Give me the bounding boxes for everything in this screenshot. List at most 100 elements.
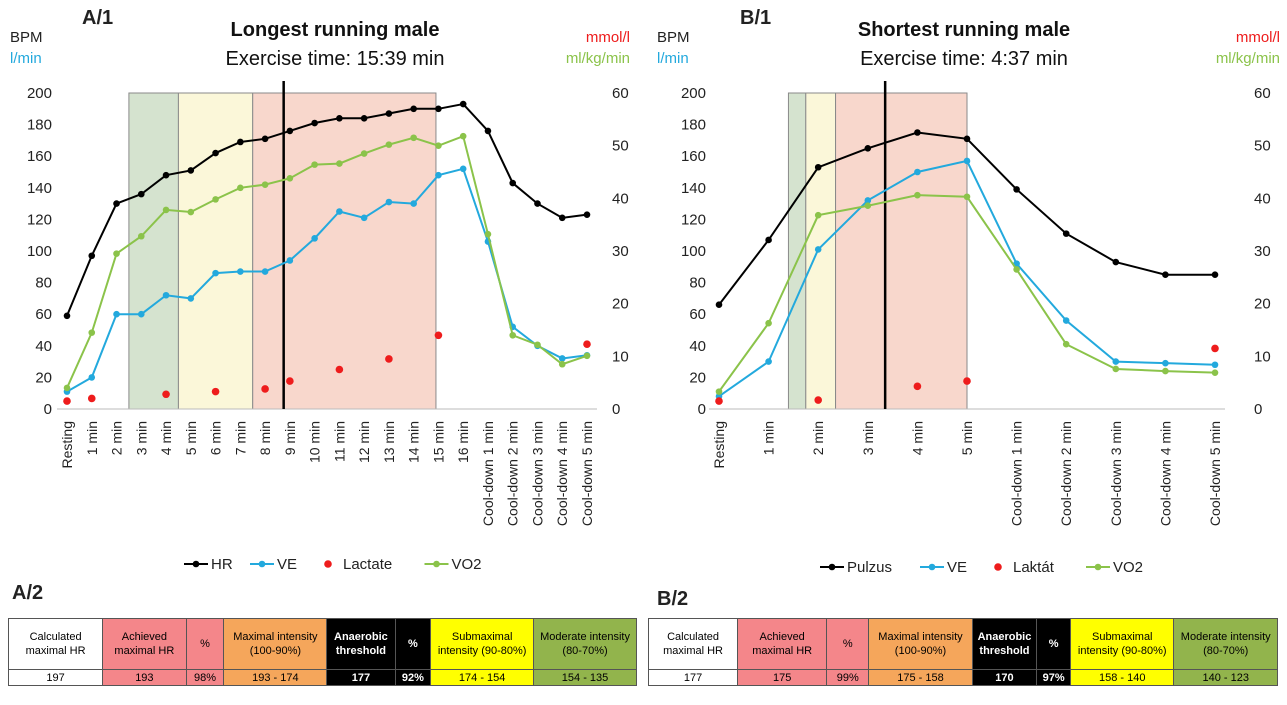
lactate-point: [211, 387, 220, 396]
ve-point: [88, 374, 96, 381]
right-tick-label: 40: [1254, 190, 1271, 207]
vo2-point: [187, 208, 195, 216]
ve-point: [261, 268, 269, 275]
left-tick-label: 60: [35, 306, 52, 323]
legend-label-ve: VE: [277, 556, 297, 573]
ve-point: [336, 208, 343, 215]
ve-point: [1162, 359, 1169, 367]
vo2-point: [963, 193, 971, 201]
intensity-zone: [128, 92, 179, 410]
pulzus-point: [914, 129, 921, 136]
ve-point: [814, 246, 822, 253]
pulzus-point: [1013, 186, 1020, 193]
hr-point: [583, 211, 591, 218]
ve-point: [187, 295, 195, 302]
intensity-zone: [252, 92, 437, 410]
vo2-point: [1162, 367, 1169, 375]
header-achieved-percent: %: [185, 618, 225, 670]
value-calculated-max-hr: 197: [7, 669, 104, 686]
left-tick-label: 80: [689, 275, 706, 292]
vo2-point: [509, 331, 517, 339]
legend-marker-hr: [192, 560, 200, 568]
panel-a-right-unit-mmol: mmol/l: [586, 29, 630, 46]
category-label: 8 min: [257, 421, 273, 455]
pulzus-point: [1162, 271, 1169, 279]
category-label: 7 min: [232, 421, 248, 455]
lactate-point: [162, 390, 170, 399]
category-label: Resting: [59, 421, 75, 468]
ve-point: [212, 269, 219, 277]
header-maximal-intensity: Maximal intensity (100-90%): [868, 618, 973, 670]
category-label: 16 min: [455, 421, 471, 463]
ve-point: [435, 171, 442, 179]
hr-point: [137, 190, 145, 198]
ve-point: [237, 268, 244, 275]
vo2-point: [336, 160, 343, 167]
right-tick-label: 50: [1254, 138, 1271, 155]
ve-point: [385, 198, 393, 206]
left-tick-label: 180: [681, 117, 706, 134]
hr-point: [509, 179, 517, 187]
value-threshold-percent: 92%: [394, 669, 432, 686]
left-tick-label: 200: [681, 85, 706, 102]
vo2-point: [1062, 340, 1070, 348]
header-achieved-percent: %: [826, 618, 870, 670]
ve-point: [162, 291, 170, 299]
left-tick-label: 160: [27, 148, 52, 165]
legend-marker-pulzus: [828, 563, 836, 571]
pulzus-point: [715, 301, 723, 309]
header-threshold-percent: %: [1036, 618, 1072, 670]
legend-label-vo2: VO2: [1113, 559, 1143, 576]
hr-point: [360, 114, 368, 122]
left-tick-label: 200: [27, 85, 52, 102]
pulzus-point: [814, 163, 822, 171]
category-label: Cool-down 4 min: [554, 421, 570, 526]
vo2-point: [63, 384, 71, 392]
hr-point: [484, 127, 492, 135]
vo2-point: [1112, 365, 1120, 373]
hr-point: [459, 100, 467, 108]
category-label: 15 min: [430, 421, 446, 463]
left-tick-label: 120: [681, 211, 706, 228]
value-achieved-max-hr: 175: [737, 669, 828, 686]
table-a: Calculated maximal HR Achieved maximal H…: [7, 618, 637, 686]
left-tick-label: 100: [27, 243, 52, 260]
table-b-value-row: 177 175 99% 175 - 158 170 97% 158 - 140 …: [647, 669, 1278, 686]
right-tick-label: 30: [612, 243, 629, 260]
left-tick-label: 120: [27, 211, 52, 228]
category-label: Cool-down 5 min: [1207, 421, 1223, 526]
panel-b-title: Shortest running male: [858, 19, 1070, 41]
pulzus-point: [765, 236, 772, 244]
ve-point: [286, 257, 294, 264]
hr-point: [261, 135, 269, 143]
legend-label-ve: VE: [947, 559, 967, 576]
category-label: 2 min: [810, 421, 826, 455]
lactate-point: [385, 355, 393, 363]
right-tick-label: 10: [1254, 348, 1271, 365]
panel-b-subtitle: Exercise time: 4:37 min: [860, 48, 1068, 70]
panel-a-tag: A/1: [82, 7, 113, 29]
category-label: 6 min: [208, 421, 224, 455]
table-a-value-row: 197 193 98% 193 - 174 177 92% 174 - 154 …: [7, 669, 637, 686]
ve-point: [113, 310, 120, 318]
header-moderate-intensity: Moderate intensity (80-70%): [533, 618, 637, 670]
header-achieved-max-hr: Achieved maximal HR: [737, 618, 828, 670]
category-label: 12 min: [356, 421, 372, 463]
lactate-point: [434, 331, 443, 340]
legend-label-lakt-t: Laktát: [1013, 559, 1055, 576]
left-tick-label: 140: [27, 180, 52, 197]
lakt-t-point: [715, 397, 723, 405]
vo2-point: [113, 250, 120, 257]
vo2-point: [360, 150, 368, 157]
category-label: Cool-down 4 min: [1157, 421, 1173, 526]
hr-point: [286, 127, 294, 135]
right-tick-label: 60: [1254, 85, 1271, 102]
lakt-t-point: [1211, 344, 1219, 353]
panel-b-tag: B/1: [740, 7, 771, 29]
hr-point: [410, 105, 417, 113]
hr-point: [212, 149, 219, 157]
right-tick-label: 20: [612, 296, 629, 313]
value-anaerobic-threshold: 170: [971, 669, 1038, 686]
vo2-point: [286, 175, 294, 182]
chart-b: 0 20 40 60 80 100 120 140 160 180 200 0 10 20 30 40 50 60…: [681, 81, 1271, 576]
